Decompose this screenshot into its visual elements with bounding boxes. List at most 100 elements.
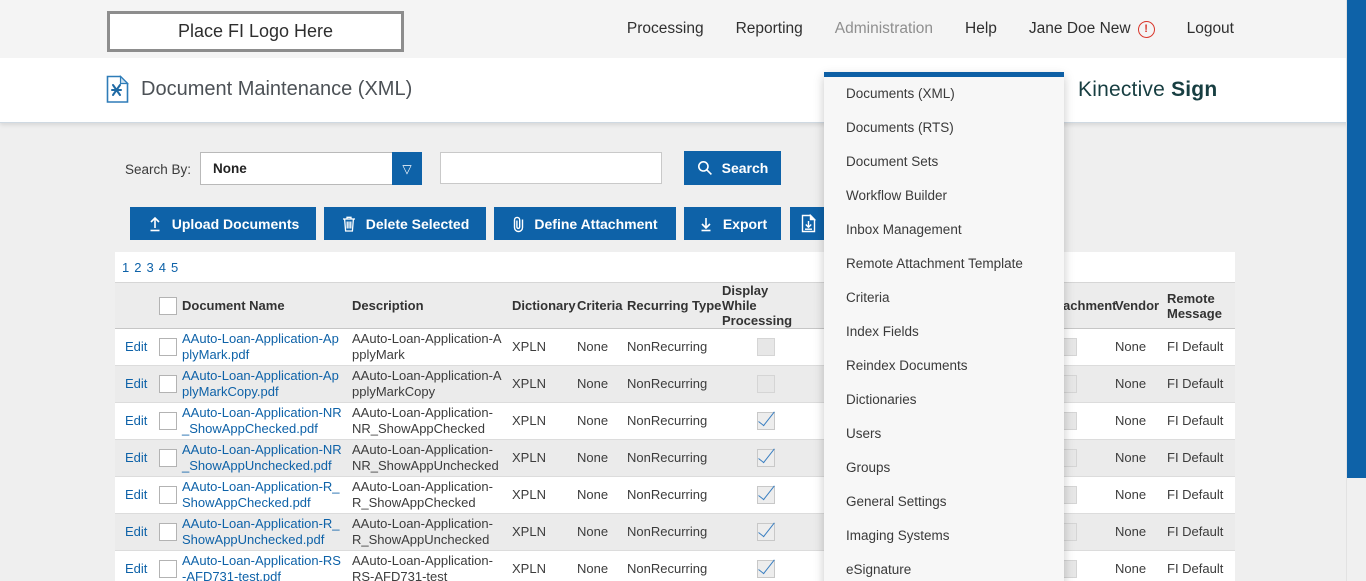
pagination: 1 2 3 4 5 — [115, 252, 1235, 282]
row-checkbox[interactable] — [158, 486, 177, 504]
nav-logout[interactable]: Logout! — [1186, 20, 1234, 37]
nav-administration[interactable]: Administration! — [834, 20, 934, 37]
display-while-processing-checkbox[interactable] — [757, 338, 775, 356]
admin-menu-item[interactable]: Users — [846, 426, 882, 441]
upload-documents-button[interactable]: Upload Documents — [130, 207, 316, 240]
display-while-processing-checkbox[interactable] — [757, 486, 775, 504]
select-all-checkbox[interactable] — [158, 296, 177, 315]
vertical-scrollbar[interactable] — [1346, 0, 1366, 581]
define-attachment-button[interactable]: Define Attachment — [494, 207, 676, 240]
recurring-type-cell: NonRecurring — [627, 413, 708, 428]
document-name-link[interactable]: AAuto-Loan-Application-NR_ShowAppChecked… — [182, 405, 342, 436]
display-while-processing-checkbox[interactable] — [757, 375, 775, 393]
admin-menu-item[interactable]: Documents (XML) — [846, 86, 955, 101]
admin-menu-item[interactable]: Inbox Management — [846, 222, 962, 237]
trash-icon — [341, 215, 357, 232]
admin-menu-item[interactable]: Imaging Systems — [846, 528, 950, 543]
document-name-link[interactable]: AAuto-Loan-Application-RS-AFD731-test.pd… — [182, 553, 341, 581]
admin-menu-item[interactable]: Reindex Documents — [846, 358, 968, 373]
edit-link[interactable]: Edit — [125, 561, 148, 576]
display-while-processing-checkbox[interactable] — [757, 449, 775, 467]
description-cell: AAuto-Loan-Application-ApplyMark — [352, 331, 502, 362]
vendor-cell: None — [1115, 524, 1147, 539]
edit-link[interactable]: Edit — [125, 524, 148, 539]
remote-message-cell: FI Default — [1167, 450, 1224, 465]
admin-menu-item[interactable]: Workflow Builder — [846, 188, 948, 203]
row-checkbox[interactable] — [158, 560, 177, 578]
admin-menu-item[interactable]: Criteria — [846, 290, 890, 305]
document-name-link[interactable]: AAuto-Loan-Application-ApplyMark.pdf — [182, 331, 339, 362]
row-checkbox[interactable] — [158, 375, 177, 393]
edit-link[interactable]: Edit — [125, 376, 148, 391]
scrollbar-thumb[interactable] — [1347, 0, 1366, 478]
admin-menu-item[interactable]: Dictionaries — [846, 392, 917, 407]
search-by-select[interactable]: None ▽ — [200, 152, 422, 185]
col-description: Description — [352, 282, 512, 329]
paperclip-icon — [512, 215, 525, 233]
row-checkbox[interactable] — [158, 338, 177, 356]
nav-processing[interactable]: Processing! — [626, 20, 704, 37]
search-by-label: Search By: — [125, 162, 192, 177]
page-title: Document Maintenance (XML) — [141, 78, 413, 100]
document-xml-icon — [106, 75, 129, 104]
description-cell: AAuto-Loan-Application-R_ShowAppUnchecke… — [352, 516, 493, 547]
admin-menu-item[interactable]: eSignature — [846, 562, 912, 577]
export-file-button[interactable] — [790, 207, 826, 240]
top-bar: Place FI Logo Here Processing! Reporting… — [0, 0, 1366, 58]
search-button[interactable]: Search — [684, 151, 781, 185]
nav-help[interactable]: Help! — [965, 20, 997, 37]
admin-menu-item[interactable]: Groups — [846, 460, 891, 475]
download-icon — [698, 215, 714, 232]
row-checkbox[interactable] — [158, 449, 177, 467]
documents-table-section: 1 2 3 4 5 Document Name Description Dict… — [115, 252, 1235, 581]
criteria-cell: None — [577, 561, 609, 576]
brand-logo: Kinective Sign — [1078, 78, 1218, 101]
edit-link[interactable]: Edit — [125, 487, 148, 502]
admin-menu-item[interactable]: Remote Attachment Template — [846, 256, 1023, 271]
page-link[interactable]: 4 — [158, 259, 166, 275]
description-cell: AAuto-Loan-Application-ApplyMarkCopy — [352, 368, 502, 399]
row-checkbox[interactable] — [158, 523, 177, 541]
vendor-cell: None — [1115, 413, 1147, 428]
display-while-processing-checkbox[interactable] — [757, 412, 775, 430]
page-link[interactable]: 5 — [170, 259, 179, 275]
dictionary-cell: XPLN — [512, 450, 546, 465]
remote-message-cell: FI Default — [1167, 487, 1224, 502]
export-button[interactable]: Export — [684, 207, 781, 240]
display-while-processing-checkbox[interactable] — [757, 523, 775, 541]
edit-link[interactable]: Edit — [125, 339, 148, 354]
admin-menu-item[interactable]: Index Fields — [846, 324, 919, 339]
document-name-link[interactable]: AAuto-Loan-Application-ApplyMarkCopy.pdf — [182, 368, 339, 399]
recurring-type-cell: NonRecurring — [627, 376, 708, 391]
document-name-link[interactable]: AAuto-Loan-Application-R_ShowAppUnchecke… — [182, 516, 340, 547]
document-name-link[interactable]: AAuto-Loan-Application-NR_ShowAppUncheck… — [182, 442, 342, 473]
edit-link[interactable]: Edit — [125, 413, 148, 428]
page-link[interactable]: 3 — [146, 259, 154, 275]
search-input[interactable] — [440, 152, 662, 184]
vendor-cell: None — [1115, 487, 1147, 502]
delete-selected-button[interactable]: Delete Selected — [324, 207, 486, 240]
nav-reporting[interactable]: Reporting! — [735, 20, 803, 37]
nav-user-profile[interactable]: Jane Doe New! — [1029, 20, 1155, 38]
row-checkbox[interactable] — [158, 412, 177, 430]
remote-message-cell: FI Default — [1167, 524, 1224, 539]
edit-link[interactable]: Edit — [125, 450, 148, 465]
vendor-cell: None — [1115, 339, 1147, 354]
description-cell: AAuto-Loan-Application-RS-AFD731-test — [352, 553, 493, 581]
dictionary-cell: XPLN — [512, 376, 546, 391]
title-bar: Document Maintenance (XML) Kinective Sig… — [0, 58, 1366, 123]
remote-message-cell: FI Default — [1167, 339, 1224, 354]
page-link[interactable]: 2 — [134, 259, 142, 275]
recurring-type-cell: NonRecurring — [627, 450, 708, 465]
admin-menu-item[interactable]: Document Sets — [846, 154, 939, 169]
document-name-link[interactable]: AAuto-Loan-Application-R_ShowAppChecked.… — [182, 479, 340, 510]
vendor-cell: None — [1115, 376, 1147, 391]
remote-message-cell: FI Default — [1167, 561, 1224, 576]
chevron-down-icon[interactable]: ▽ — [392, 152, 422, 185]
admin-menu-item[interactable]: Documents (RTS) — [846, 120, 954, 135]
display-while-processing-checkbox[interactable] — [757, 560, 775, 578]
page-link[interactable]: 1 — [122, 259, 130, 275]
administration-dropdown-menu: Documents (XML) Documents (RTS) Document… — [824, 72, 1064, 581]
admin-menu-item[interactable]: General Settings — [846, 494, 947, 509]
